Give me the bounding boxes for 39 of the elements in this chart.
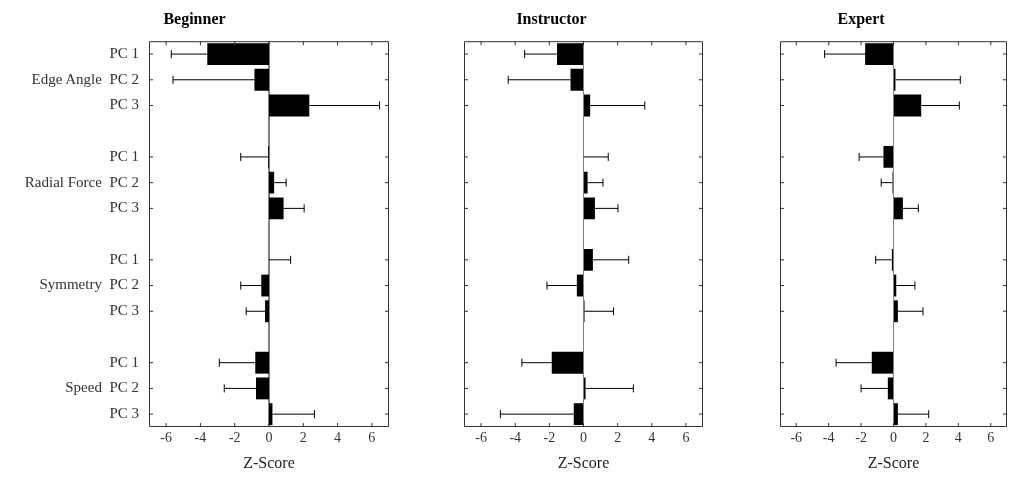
y-tick-label: PC 1 (109, 250, 139, 267)
x-tick-label: 0 (580, 430, 587, 446)
y-tick-label: PC 1 (109, 45, 139, 61)
y-tick-label: PC 3 (109, 405, 139, 422)
x-tick-label: 4 (648, 430, 656, 446)
x-tick-label: 2 (614, 430, 622, 446)
x-axis-title: Z-Score (243, 453, 295, 471)
x-tick-label: 4 (334, 430, 342, 446)
y-tick-label: PC 1 (109, 147, 139, 164)
y-tick-label: Radial Force PC 2 (24, 173, 139, 190)
x-tick-label: 2 (922, 430, 930, 446)
x-tick-label: 6 (682, 430, 690, 446)
chart-title: Beginner (163, 9, 226, 28)
x-tick-label: 6 (987, 430, 995, 446)
x-tick-label: -4 (194, 430, 207, 446)
y-tick-label: Speed PC 2 (65, 379, 139, 396)
x-tick-label: 4 (954, 430, 962, 446)
x-tick-label: -6 (160, 430, 172, 446)
x-axis-title: Z-Score (867, 453, 920, 471)
x-tick-label: 2 (299, 430, 307, 446)
x-tick-label: -2 (543, 430, 556, 446)
x-tick-label: 0 (265, 430, 273, 446)
y-tick-label: PC 3 (109, 96, 139, 113)
y-tick-label: Edge Angle PC 2 (31, 70, 139, 87)
x-tick-label: 6 (368, 430, 376, 446)
x-tick-label: -4 (509, 430, 522, 446)
chart-title: Expert (837, 9, 886, 28)
x-tick-label: -6 (790, 430, 803, 446)
x-tick-label: -6 (475, 430, 487, 446)
y-tick-label: Symmetry PC 2 (39, 276, 139, 293)
x-tick-label: 0 (890, 430, 897, 446)
x-tick-label: -2 (228, 430, 241, 446)
x-axis-title: Z-Score (557, 453, 610, 471)
chart-title: Instructor (516, 9, 587, 27)
x-tick-label: -2 (855, 430, 867, 446)
y-tick-label: PC 3 (109, 199, 139, 216)
y-tick-label: PC 3 (109, 302, 139, 319)
x-tick-label: -4 (822, 430, 835, 446)
y-tick-label: PC 1 (109, 353, 139, 370)
